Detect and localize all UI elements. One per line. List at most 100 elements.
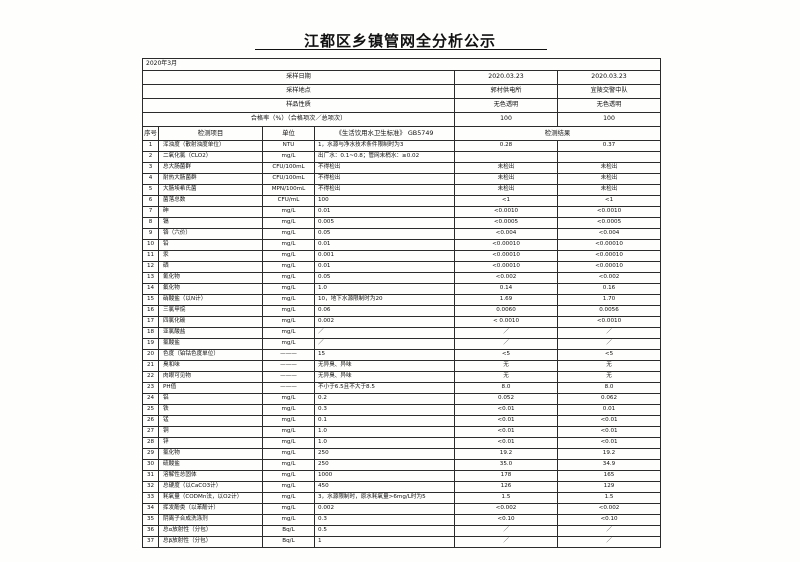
row-serial-number: 12: [142, 261, 159, 273]
column-header-standard: 《生活饮用水卫生标准》 GB5749: [314, 126, 455, 141]
row-result-sample2: ／: [556, 338, 662, 350]
row-standard: 不小于6.5且不大于8.5: [314, 382, 455, 394]
row-result-sample2: 无: [556, 360, 662, 372]
row-result-sample2: <0.01: [556, 415, 662, 427]
row-item-name: 总硬度（以CaCO3计）: [158, 481, 263, 493]
row-result-sample2: [556, 151, 662, 163]
row-result-sample1: [454, 151, 558, 163]
header-label: 采样日期: [142, 70, 455, 85]
row-result-sample2: ／: [556, 525, 662, 537]
row-item-name: 铅: [158, 239, 263, 251]
row-item-name: 氟化物: [158, 283, 263, 295]
row-unit: mg/L: [262, 459, 315, 471]
row-standard: 100: [314, 195, 455, 207]
row-standard: 1.0: [314, 437, 455, 449]
row-standard: 0.01: [314, 261, 455, 273]
row-standard: 不得检出: [314, 173, 455, 185]
row-serial-number: 6: [142, 195, 159, 207]
header-value-sample1: 100: [454, 112, 558, 127]
row-serial-number: 18: [142, 327, 159, 339]
row-result-sample2: 1.70: [556, 294, 662, 306]
row-serial-number: 20: [142, 349, 159, 361]
table-row: 31 溶解性总固体 mg/L 1000 178 165: [142, 470, 662, 482]
row-item-name: 总大肠菌群: [158, 162, 263, 174]
row-serial-number: 31: [142, 470, 159, 482]
row-standard: 1000: [314, 470, 455, 482]
row-result-sample1: ／: [454, 327, 558, 339]
row-item-name: 氯化物: [158, 448, 263, 460]
row-result-sample1: < 0.0010: [454, 316, 558, 328]
row-unit: mg/L: [262, 250, 315, 262]
row-item-name: 耐热大肠菌群: [158, 173, 263, 185]
row-standard: 0.002: [314, 503, 455, 515]
row-unit: CFU/mL: [262, 195, 315, 207]
row-standard: 1.0: [314, 426, 455, 438]
row-serial-number: 36: [142, 525, 159, 537]
row-result-sample1: 35.0: [454, 459, 558, 471]
table-row: 35 阴离子合成洗涤剂 mg/L 0.3 <0.10 <0.10: [142, 514, 662, 526]
row-item-name: 挥发酚类（以苯酚计）: [158, 503, 263, 515]
row-serial-number: 19: [142, 338, 159, 350]
row-result-sample1: 1.5: [454, 492, 558, 504]
header-value-sample1: 无色透明: [454, 98, 558, 113]
row-standard: 出厂水：0.1~0.8；管网末梢水：≥0.02: [314, 151, 455, 163]
table-row: 7 砷 mg/L 0.01 <0.0010 <0.0010: [142, 206, 662, 218]
row-result-sample2: 无: [556, 371, 662, 383]
table-row: 18 亚氯酸盐 mg/L ／／／: [142, 327, 662, 339]
table-row: 22 肉眼可见物 ——— 无异臭、异味无无: [142, 371, 662, 383]
row-result-sample2: 0.01: [556, 404, 662, 416]
date-note-row: 2020年3月: [141, 58, 662, 71]
row-item-name: 耗氧量（CODMn法，以O2计）: [158, 492, 263, 504]
row-serial-number: 15: [142, 294, 159, 306]
row-result-sample1: ／: [454, 525, 558, 537]
row-unit: NTU: [262, 140, 315, 152]
row-unit: ———: [262, 360, 315, 372]
row-unit: mg/L: [262, 426, 315, 438]
header-label: 合格率（%）（合格项次／总项次）: [142, 112, 455, 127]
row-unit: mg/L: [262, 437, 315, 449]
table-row: 21 臭和味 ——— 无异臭、异味无无: [142, 360, 662, 372]
table-row: 11 汞 mg/L 0.001 <0.00010 <0.00010: [142, 250, 662, 262]
row-serial-number: 16: [142, 305, 159, 317]
row-item-name: 硒: [158, 261, 263, 273]
row-item-name: 肉眼可见物: [158, 371, 263, 383]
row-unit: ———: [262, 382, 315, 394]
column-header-item: 检测项目: [158, 126, 263, 141]
row-unit: mg/L: [262, 492, 315, 504]
row-result-sample1: 0.14: [454, 283, 558, 295]
row-standard: 无异臭、异味: [314, 371, 455, 383]
row-result-sample1: <0.01: [454, 437, 558, 449]
row-serial-number: 7: [142, 206, 159, 218]
column-header-result: 检测结果: [453, 126, 662, 141]
row-standard: 0.01: [314, 206, 455, 218]
row-unit: mg/L: [262, 151, 315, 163]
row-result-sample1: 126: [454, 481, 558, 493]
row-result-sample1: <0.00010: [454, 261, 558, 273]
row-unit: mg/L: [262, 393, 315, 405]
row-standard: 无异臭、异味: [314, 360, 455, 372]
row-result-sample2: 0.37: [556, 140, 662, 152]
row-item-name: 铜: [158, 426, 263, 438]
header-value-sample2: 宜陵交警中队: [556, 84, 662, 99]
row-result-sample2: <0.0005: [556, 217, 662, 229]
row-unit: ———: [262, 371, 315, 383]
row-result-sample2: 34.9: [556, 459, 662, 471]
row-result-sample2: <0.10: [556, 514, 662, 526]
row-item-name: PH值: [158, 382, 263, 394]
row-item-name: 大肠埃希氏菌: [158, 184, 263, 196]
row-item-name: 镉: [158, 217, 263, 229]
row-standard: 1: [314, 536, 455, 548]
row-result-sample1: 未检出: [454, 162, 558, 174]
row-result-sample1: <0.01: [454, 404, 558, 416]
table-row: 37 总β放射性（分包） Bq/L 1 ／／: [142, 536, 662, 548]
row-serial-number: 1: [142, 140, 159, 152]
row-result-sample1: <0.01: [454, 426, 558, 438]
row-result-sample2: <0.0010: [556, 316, 662, 328]
row-result-sample1: <0.10: [454, 514, 558, 526]
header-label: 样品性质: [142, 98, 455, 113]
row-result-sample2: 0.0056: [556, 305, 662, 317]
row-result-sample2: <0.004: [556, 228, 662, 240]
header-row: 合格率（%）（合格项次／总项次） 100 100: [142, 112, 662, 127]
row-result-sample1: <0.00010: [454, 250, 558, 262]
row-serial-number: 14: [142, 283, 159, 295]
